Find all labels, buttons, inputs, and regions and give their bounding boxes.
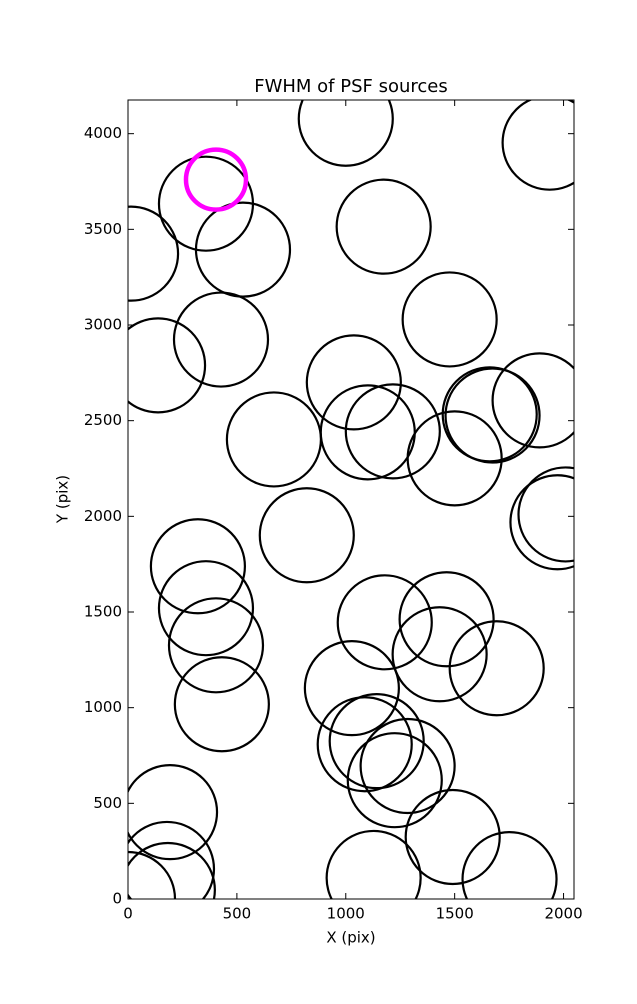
marker [128, 205, 180, 302]
marker [501, 100, 574, 191]
marker [401, 271, 498, 368]
y-tick-label: 0 [112, 890, 122, 908]
y-tick-label: 3500 [84, 220, 122, 238]
x-tick-label: 2000 [544, 905, 582, 923]
marker [328, 693, 425, 790]
marker [359, 717, 456, 815]
chart-title: FWHM of PSF sources [254, 76, 448, 97]
marker [128, 820, 216, 899]
y-tick-label: 4000 [84, 124, 122, 142]
marker [404, 788, 501, 886]
marker [517, 466, 574, 563]
marker [149, 518, 247, 615]
y-tick-label: 1500 [84, 603, 122, 621]
marker [491, 352, 574, 449]
x-axis-label: X (pix) [326, 929, 375, 947]
marker [336, 574, 433, 671]
marker [305, 334, 402, 431]
x-tick-label: 1500 [436, 905, 474, 923]
marker [406, 410, 503, 507]
marker [461, 831, 558, 899]
marker [325, 829, 422, 899]
x-tick-label: 0 [123, 905, 133, 923]
marker [303, 640, 400, 737]
marker [335, 178, 432, 275]
y-tick-label: 3000 [84, 316, 122, 334]
marker [398, 571, 495, 668]
y-tick-label: 2500 [84, 411, 122, 429]
marker [448, 620, 545, 717]
marker [391, 606, 488, 703]
marker [128, 317, 207, 414]
y-tick-label: 500 [93, 794, 122, 812]
marker [316, 696, 413, 793]
marker [172, 291, 270, 388]
axes-frame [127, 99, 575, 900]
marker [509, 474, 574, 571]
marker [194, 201, 292, 298]
y-tick-label: 2000 [84, 507, 122, 525]
plot-area [128, 100, 574, 899]
marker [258, 487, 355, 584]
marker [346, 732, 443, 829]
x-tick-label: 500 [223, 905, 252, 923]
marker [157, 560, 255, 657]
x-tick-label: 1000 [327, 905, 365, 923]
marker [344, 383, 441, 480]
marker [128, 764, 219, 861]
marker [183, 147, 249, 212]
marker [444, 367, 541, 464]
y-tick-label: 1000 [84, 698, 122, 716]
marker [173, 656, 270, 753]
y-axis-label: Y (pix) [54, 475, 72, 524]
marker [128, 841, 216, 899]
marker [297, 100, 394, 167]
marker [167, 597, 265, 694]
